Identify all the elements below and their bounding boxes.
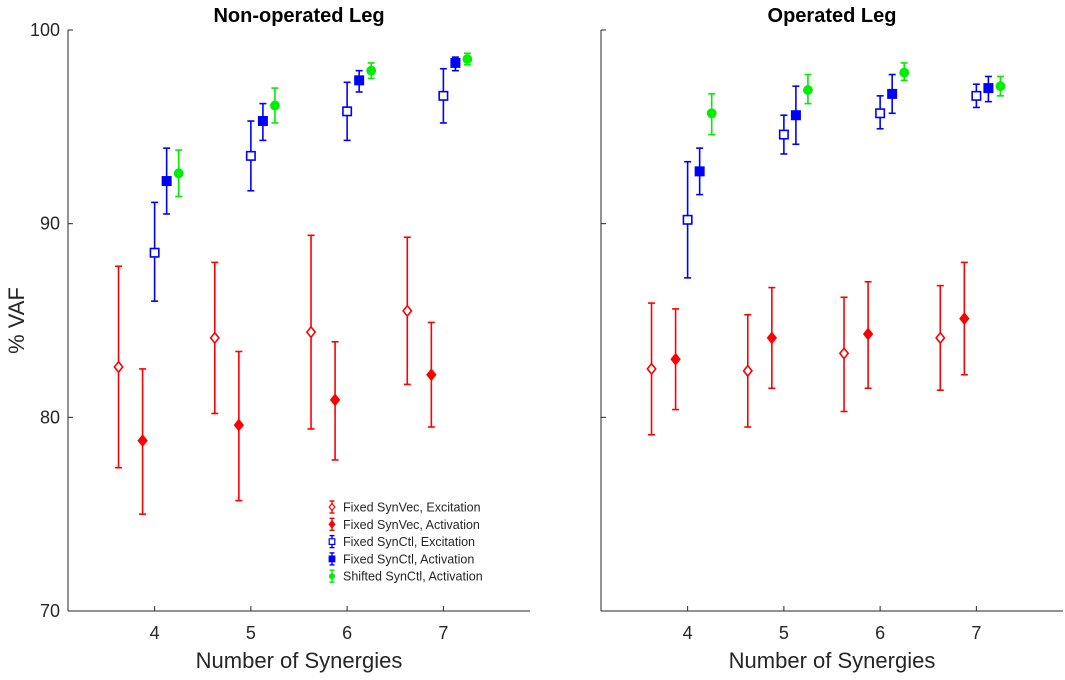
panel1-y-tick-label: 70 — [40, 601, 60, 621]
panel2-fixed-synctl-excitation-point — [971, 90, 982, 101]
panel1-fixed-synctl-excitation-point — [245, 150, 256, 161]
panel2-fixed-synvec-activation-point — [959, 312, 970, 326]
panel2-fixed-synvec-activation-point — [766, 331, 778, 345]
panel1-y-tick-label: 80 — [40, 407, 60, 427]
legend-fixed-synvec-activation-marker — [328, 519, 336, 529]
panel1-x-tick-label: 4 — [150, 623, 160, 643]
legend-fixed-synvec-excitation-label: Fixed SynVec, Excitation — [343, 501, 481, 515]
panel1-fixed-synctl-excitation-point — [149, 247, 160, 258]
panel1-shifted-synctl-activation-point — [366, 65, 377, 76]
panel2-x-tick-label: 7 — [971, 623, 981, 643]
panel2-fixed-synctl-excitation-point — [682, 214, 693, 225]
panel1-x-tick-label: 7 — [438, 623, 448, 643]
panel2-x-tick-label: 4 — [683, 623, 693, 643]
panel2-shifted-synctl-activation-point — [803, 85, 813, 95]
panel1-shifted-synctl-activation-point — [270, 100, 280, 111]
panel1-fixed-synctl-excitation-point — [438, 90, 449, 101]
panel2-shifted-synctl-activation-point — [995, 81, 1006, 92]
legend-fixed-synvec-excitation-marker — [328, 502, 336, 512]
legend-shifted-synctl-activation-label: Shifted SynCtl, Activation — [343, 570, 483, 584]
panel2-x-tick-label: 6 — [875, 623, 885, 643]
panel1-fixed-synvec-excitation-point — [113, 360, 124, 374]
panel2-fixed-synctl-activation-point — [694, 166, 705, 177]
panel1-fixed-synctl-activation-point — [161, 176, 172, 187]
panel2-shifted-synctl-activation-point — [706, 108, 717, 119]
panel1-fixed-synctl-activation-point — [450, 57, 461, 68]
panel2-title: Operated Leg — [768, 5, 897, 27]
panel1-shifted-synctl-activation-point — [462, 54, 473, 64]
panel1-title: Non-operated Leg — [213, 5, 384, 27]
panel1-fixed-synvec-excitation-point — [305, 325, 317, 339]
panel1-fixed-synvec-activation-point — [137, 434, 148, 448]
panel1-fixed-synctl-excitation-point — [342, 106, 353, 117]
panel2-fixed-synvec-activation-point — [862, 327, 874, 341]
panel1-fixed-synvec-activation-point — [329, 393, 341, 407]
panel1-y-axis-label: % VAF — [4, 287, 29, 354]
legend-fixed-synvec-activation-label: Fixed SynVec, Activation — [343, 518, 480, 532]
panel1-shifted-synctl-activation-point — [173, 168, 184, 179]
panel1-fixed-synvec-activation-point — [233, 418, 245, 432]
panel2-fixed-synvec-excitation-point — [935, 331, 946, 345]
panel1-fixed-synvec-excitation-point — [209, 331, 220, 345]
legend-fixed-synctl-activation-marker — [328, 555, 336, 563]
panel1-fixed-synctl-activation-point — [257, 116, 268, 127]
panel2-fixed-synvec-excitation-point — [742, 364, 753, 378]
panel2-fixed-synctl-activation-point — [790, 110, 801, 121]
panel2-fixed-synctl-excitation-point — [778, 129, 789, 140]
panel1-y-tick-label: 90 — [40, 214, 60, 234]
panel1-x-tick-label: 5 — [246, 623, 256, 643]
panel2-x-axis-label: Number of Synergies — [729, 648, 936, 673]
panel2-fixed-synctl-excitation-point — [875, 108, 886, 119]
panel2-fixed-synvec-activation-point — [670, 352, 681, 366]
panel1-fixed-synvec-activation-point — [426, 368, 437, 382]
panel2-shifted-synctl-activation-point — [899, 67, 910, 78]
panel2-fixed-synctl-activation-point — [887, 88, 898, 99]
legend-fixed-synctl-activation-label: Fixed SynCtl, Activation — [343, 552, 474, 566]
panel1-fixed-synvec-excitation-point — [402, 304, 413, 318]
panel1-y-tick-label: 100 — [30, 20, 60, 40]
legend-fixed-synctl-excitation-label: Fixed SynCtl, Excitation — [343, 535, 475, 549]
legend-shifted-synctl-activation-marker — [329, 573, 335, 580]
panel2-x-tick-label: 5 — [779, 623, 789, 643]
panel2-fixed-synvec-excitation-point — [646, 362, 657, 376]
panel1-x-tick-label: 6 — [342, 623, 352, 643]
legend-fixed-synctl-excitation-marker — [328, 538, 336, 545]
panel2-fixed-synctl-activation-point — [983, 83, 994, 94]
panel2-fixed-synvec-excitation-point — [838, 346, 850, 360]
panel1-x-axis-label: Number of Synergies — [196, 648, 403, 673]
panel1-fixed-synctl-activation-point — [354, 75, 365, 86]
